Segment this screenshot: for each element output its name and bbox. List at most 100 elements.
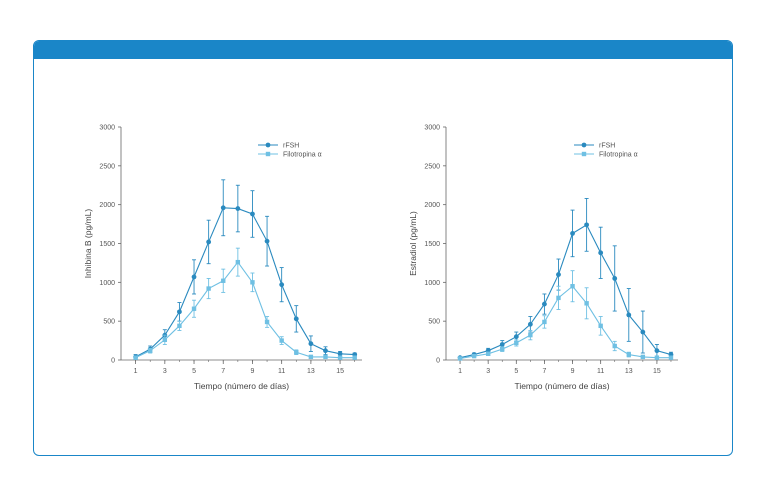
y-tick-label: 0 xyxy=(111,358,115,365)
legend-entry: Filotropina α xyxy=(258,152,322,159)
data-point xyxy=(177,323,182,329)
data-point xyxy=(250,211,255,217)
x-axis-label: Tiempo (número de días) xyxy=(194,381,289,391)
x-tick-label: 5 xyxy=(514,368,518,375)
y-tick-label: 2000 xyxy=(99,202,115,209)
data-point xyxy=(570,284,575,289)
x-tick-label: 3 xyxy=(163,368,167,375)
data-point xyxy=(337,355,343,360)
x-tick-label: 7 xyxy=(542,368,546,375)
x-tick-label: 15 xyxy=(336,368,344,375)
data-point xyxy=(500,346,505,352)
series-line xyxy=(459,285,671,359)
y-tick-label: 3000 xyxy=(99,125,115,132)
legend-marker xyxy=(581,142,587,148)
y-tick-label: 2500 xyxy=(99,163,115,170)
data-point xyxy=(279,282,285,288)
data-point xyxy=(485,351,491,356)
y-tick-label: 1000 xyxy=(99,280,115,287)
series-line xyxy=(135,261,355,359)
series-line xyxy=(459,224,672,359)
data-point xyxy=(527,321,533,327)
y-tick-label: 0 xyxy=(436,358,440,365)
data-point xyxy=(191,306,197,311)
data-point xyxy=(584,222,590,228)
x-tick-label: 13 xyxy=(625,368,633,375)
legend-label: rFSH xyxy=(599,143,615,150)
data-point xyxy=(279,338,284,343)
data-point xyxy=(499,342,505,347)
data-point xyxy=(308,341,314,347)
x-tick-label: 1 xyxy=(134,368,138,375)
data-point xyxy=(640,329,646,335)
x-tick-label: 7 xyxy=(221,368,225,375)
x-tick-label: 3 xyxy=(486,368,490,375)
data-point xyxy=(598,250,604,256)
data-point xyxy=(191,274,197,280)
data-point xyxy=(513,334,519,340)
series-line xyxy=(135,207,355,358)
data-point xyxy=(654,355,660,360)
data-point xyxy=(640,354,646,360)
legend-entry: rFSH xyxy=(258,143,299,150)
y-tick-label: 3000 xyxy=(424,125,440,132)
x-tick-label: 13 xyxy=(307,368,315,375)
series-filotropina xyxy=(457,270,674,361)
data-point xyxy=(654,348,660,354)
y-tick-label: 500 xyxy=(103,319,115,326)
data-point xyxy=(542,301,547,307)
legend-label: Filotropina α xyxy=(599,152,638,159)
x-tick-label: 11 xyxy=(597,368,604,375)
legend-marker xyxy=(265,142,271,148)
data-point xyxy=(235,206,241,211)
data-point xyxy=(598,323,603,329)
data-point xyxy=(162,337,168,343)
data-point xyxy=(471,353,477,359)
y-tick-label: 2500 xyxy=(424,163,440,170)
legend-label: rFSH xyxy=(283,143,299,150)
data-point xyxy=(235,259,241,265)
legend-entry: Filotropina α xyxy=(574,152,638,159)
data-point xyxy=(514,340,519,346)
series-rfsh xyxy=(133,179,358,360)
series-filotropina xyxy=(133,247,357,360)
y-tick-label: 500 xyxy=(428,319,440,326)
data-point xyxy=(206,239,212,245)
data-point xyxy=(133,355,138,360)
data-point xyxy=(626,312,632,318)
y-tick-label: 2000 xyxy=(424,202,440,209)
series-rfsh xyxy=(457,198,674,361)
y-tick-label: 1500 xyxy=(424,241,440,248)
data-point xyxy=(264,238,270,244)
x-axis-label: Tiempo (número de días) xyxy=(514,381,609,391)
data-point xyxy=(626,352,631,357)
data-point xyxy=(148,348,153,353)
data-point xyxy=(556,272,561,277)
data-point xyxy=(308,354,314,360)
data-point xyxy=(221,278,226,283)
data-point xyxy=(323,348,328,354)
data-point xyxy=(457,356,463,361)
data-point xyxy=(293,316,299,322)
data-point xyxy=(206,286,211,291)
y-tick-label: 1500 xyxy=(99,241,115,248)
legend-marker xyxy=(581,151,587,157)
data-point xyxy=(337,351,343,357)
data-point xyxy=(177,309,182,315)
x-tick-label: 15 xyxy=(653,368,661,375)
data-point xyxy=(556,295,561,301)
y-tick-label: 1000 xyxy=(424,280,440,287)
data-point xyxy=(612,276,618,281)
chart-card xyxy=(33,40,733,456)
data-point xyxy=(220,205,226,211)
y-axis-label: Inhibina B (pg/mL) xyxy=(83,209,93,279)
x-tick-label: 9 xyxy=(571,368,575,375)
legend-marker xyxy=(265,151,271,157)
data-point xyxy=(570,231,575,236)
legend-entry: rFSH xyxy=(574,143,615,150)
legend-label: Filotropina α xyxy=(283,152,322,159)
data-point xyxy=(352,355,357,360)
